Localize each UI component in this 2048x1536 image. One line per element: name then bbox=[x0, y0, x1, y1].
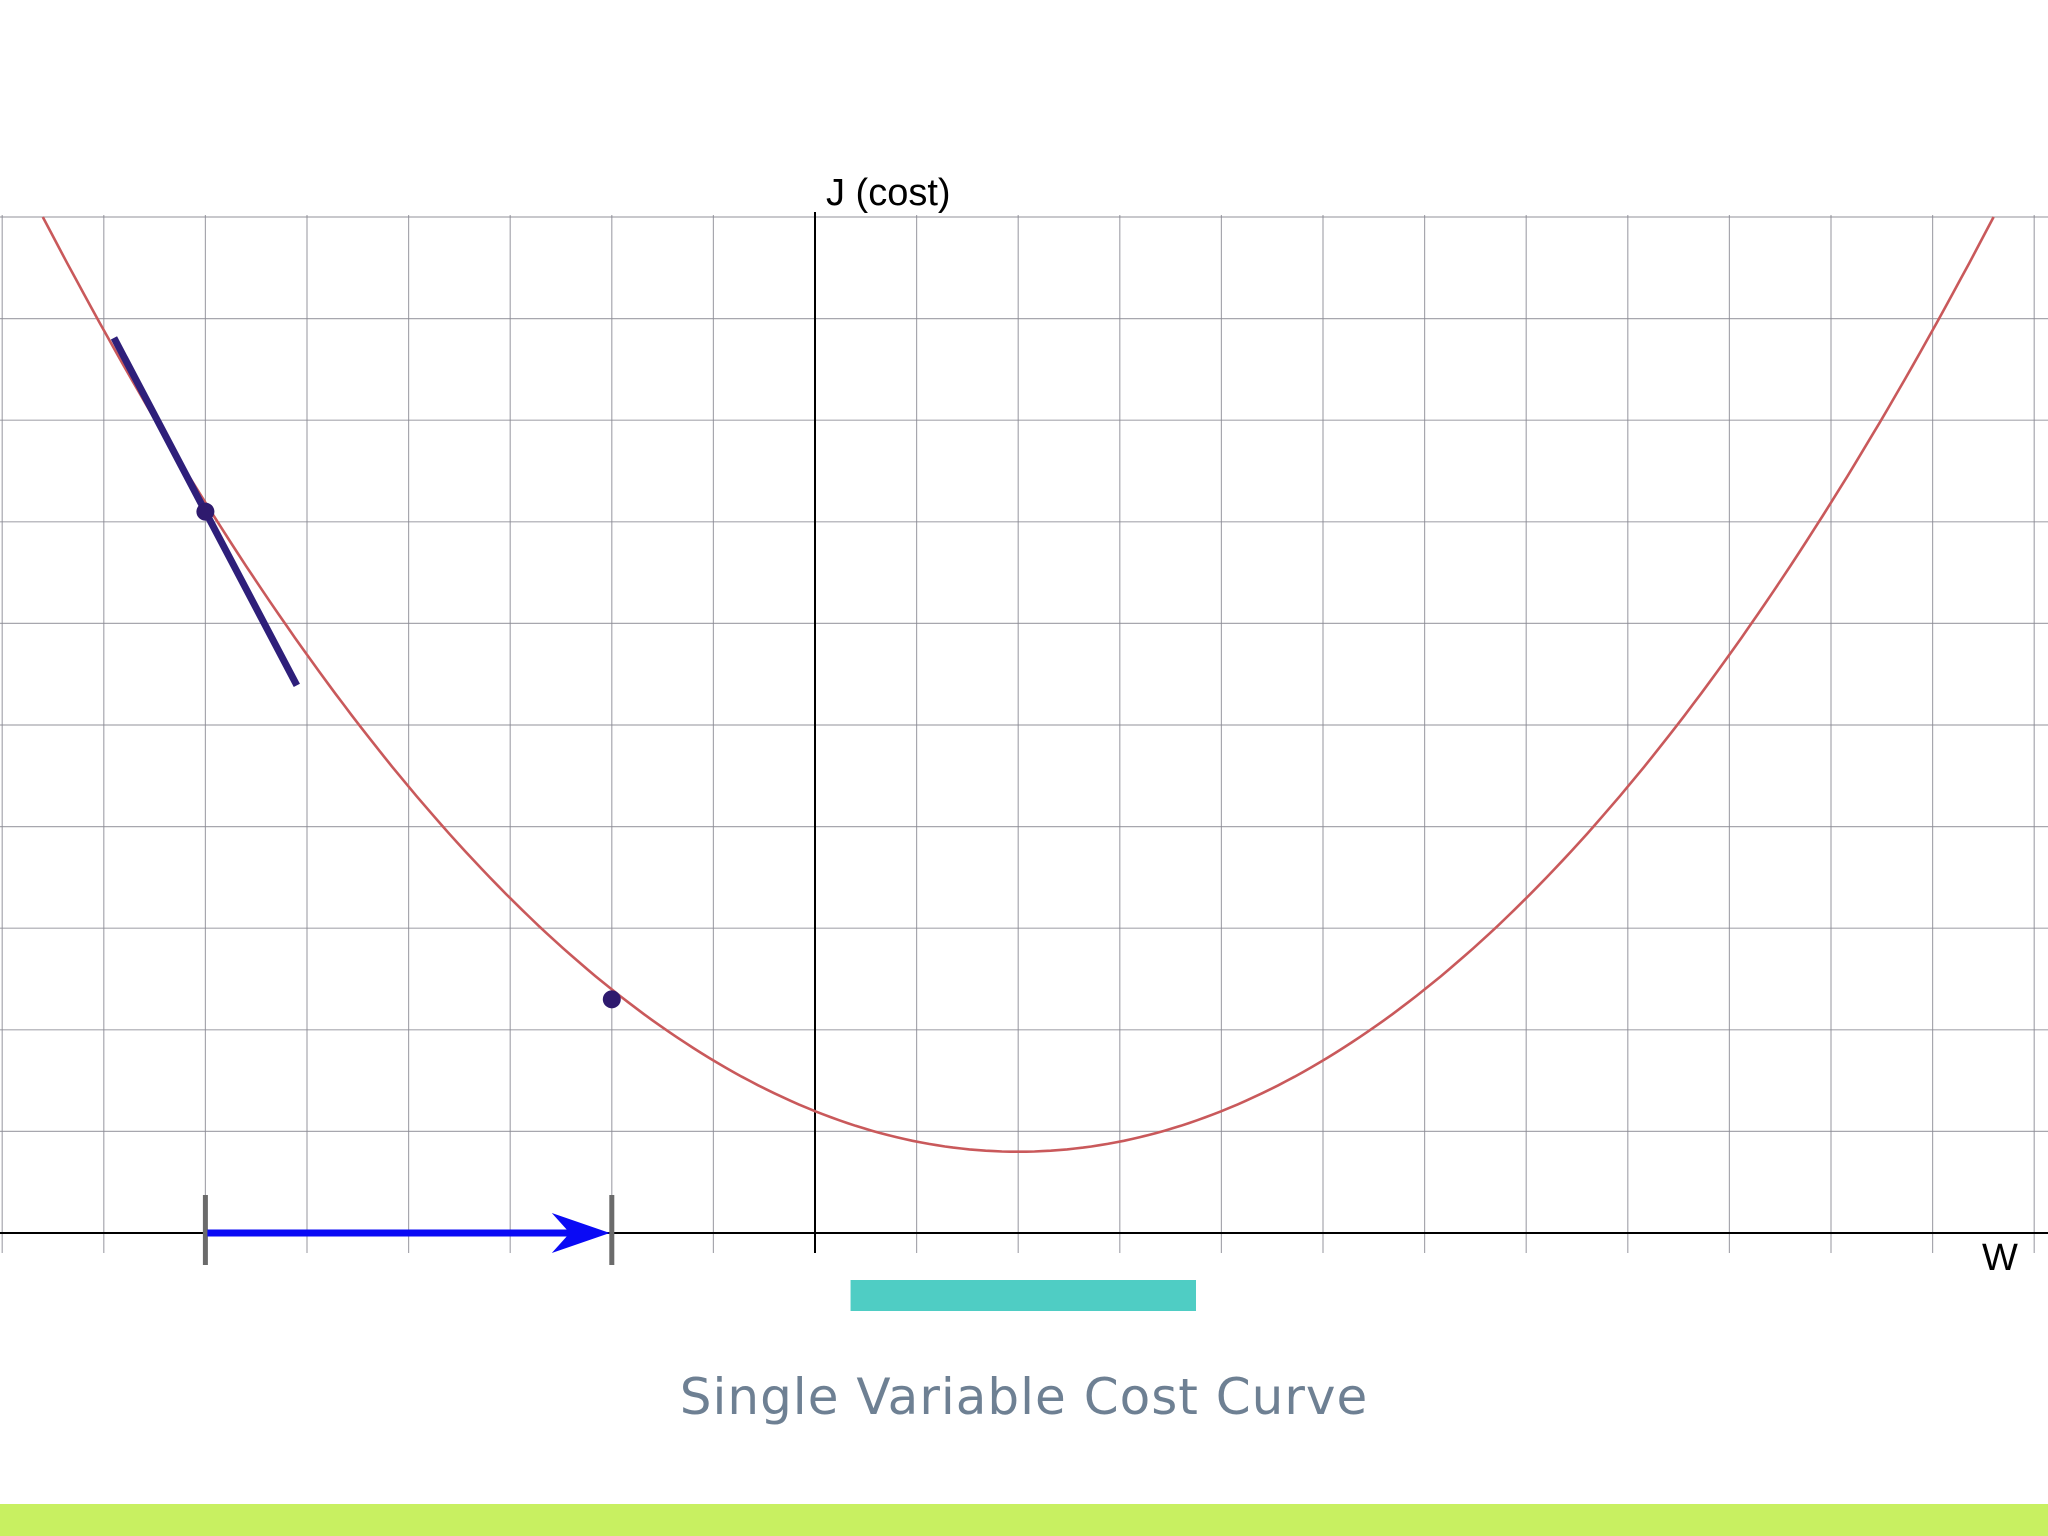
diagram-caption: Single Variable Cost Curve bbox=[679, 1368, 1369, 1426]
x-axis-label: W bbox=[1982, 1237, 2018, 1279]
next-point bbox=[602, 990, 621, 1009]
cost-curve bbox=[41, 216, 1995, 1153]
grid bbox=[0, 215, 2048, 1253]
footer-bar bbox=[0, 1504, 2048, 1536]
step-arrow-head bbox=[551, 1213, 610, 1253]
highlight-bar bbox=[850, 1280, 1196, 1311]
y-axis-label: J (cost) bbox=[826, 172, 951, 214]
tangent-point bbox=[196, 502, 215, 521]
